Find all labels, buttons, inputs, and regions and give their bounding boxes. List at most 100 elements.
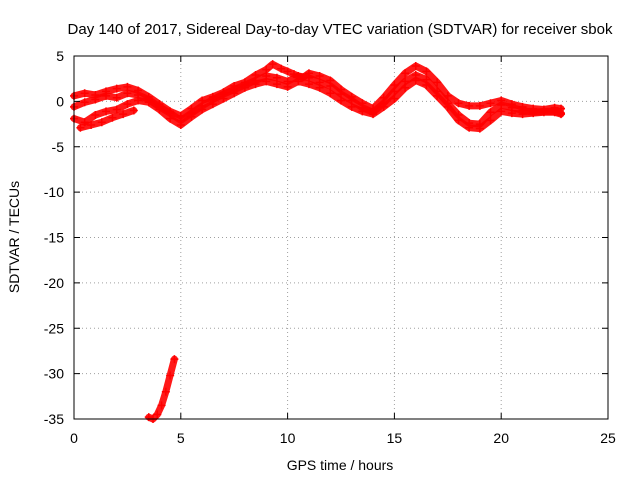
chart-title: Day 140 of 2017, Sidereal Day-to-day VTE… [68, 21, 613, 38]
data-series [70, 60, 566, 423]
data-point [166, 114, 175, 123]
data-point [411, 76, 420, 85]
data-point [277, 64, 286, 73]
x-tick-label: 5 [177, 430, 185, 446]
data-point [433, 91, 442, 100]
y-tick-label: -30 [44, 366, 64, 382]
data-point [315, 83, 324, 92]
y-tick-label: -35 [44, 411, 64, 427]
data-point [557, 110, 566, 119]
x-tick-label: 0 [70, 430, 78, 446]
data-point [134, 96, 143, 105]
y-tick-label: -5 [52, 139, 65, 155]
data-point [102, 107, 111, 116]
data-point [268, 60, 277, 69]
x-tick-label: 10 [280, 430, 296, 446]
data-point [97, 118, 106, 127]
data-point [422, 67, 431, 76]
data-point [80, 98, 89, 107]
y-axis-label: SDTVAR / TECUs [6, 181, 22, 293]
y-tick-label: -25 [44, 320, 64, 336]
data-point [475, 101, 484, 110]
data-point [390, 94, 399, 103]
data-point [123, 100, 132, 109]
y-tick-label: -15 [44, 230, 64, 246]
data-point [91, 110, 100, 119]
data-point [161, 387, 170, 396]
data-point [76, 123, 85, 132]
data-point [272, 80, 281, 89]
data-point [422, 81, 431, 90]
data-point [80, 89, 89, 98]
data-point [539, 108, 548, 117]
y-tick-label: 0 [56, 93, 64, 109]
data-point [157, 401, 166, 410]
series-track-3 [70, 76, 566, 133]
data-point [166, 371, 175, 380]
data-point [347, 102, 356, 111]
series-track-4 [76, 106, 138, 132]
data-point [198, 105, 207, 114]
y-tick-labels: 5 0 -5 -10 -15 -20 -25 -30 -35 [44, 48, 64, 427]
data-point [129, 106, 138, 115]
data-point [454, 99, 463, 108]
y-tick-label: -20 [44, 275, 64, 291]
data-point [465, 101, 474, 110]
data-point [108, 113, 117, 122]
data-point [219, 94, 228, 103]
data-point [497, 107, 506, 116]
data-point [283, 82, 292, 91]
data-point [401, 83, 410, 92]
data-point [112, 93, 121, 102]
data-point [326, 81, 335, 90]
data-point [443, 102, 452, 111]
data-point [304, 80, 313, 89]
data-point [486, 116, 495, 125]
data-point [187, 112, 196, 121]
data-point [401, 69, 410, 78]
data-point [155, 105, 164, 114]
data-point [507, 109, 516, 118]
data-point [91, 95, 100, 104]
data-point [112, 84, 121, 93]
data-point [337, 96, 345, 105]
data-point [486, 99, 495, 108]
y-tick-label: 5 [56, 48, 64, 64]
data-point [326, 89, 335, 98]
data-point [144, 98, 153, 107]
data-point [119, 110, 128, 119]
x-tick-label: 15 [387, 430, 403, 446]
data-point [486, 108, 495, 117]
grid-lines [74, 56, 608, 419]
x-tick-label: 25 [600, 430, 616, 446]
data-point [358, 107, 367, 116]
data-point [454, 116, 463, 125]
data-point [433, 78, 442, 87]
series-band [145, 355, 178, 423]
data-point [262, 77, 271, 86]
data-point [251, 80, 260, 89]
series-track-5 [144, 355, 179, 423]
data-point [153, 410, 162, 419]
data-point [170, 355, 179, 364]
data-point [208, 100, 217, 109]
x-axis-label: GPS time / hours [287, 457, 394, 473]
data-point [123, 89, 132, 98]
data-point [176, 120, 185, 129]
data-point [411, 61, 420, 70]
x-tick-labels: 0 5 10 15 20 25 [70, 430, 616, 446]
data-point [102, 91, 111, 100]
axis-ticks [73, 55, 609, 420]
data-point [87, 120, 96, 129]
data-point [112, 105, 121, 114]
data-point [294, 77, 303, 86]
data-point [369, 110, 378, 119]
data-point [240, 83, 249, 92]
x-tick-label: 20 [493, 430, 509, 446]
data-point [550, 108, 559, 117]
data-point [144, 413, 153, 422]
y-tick-label: -10 [44, 184, 64, 200]
data-point [230, 89, 239, 98]
data-point [475, 124, 484, 133]
data-point [518, 110, 527, 119]
